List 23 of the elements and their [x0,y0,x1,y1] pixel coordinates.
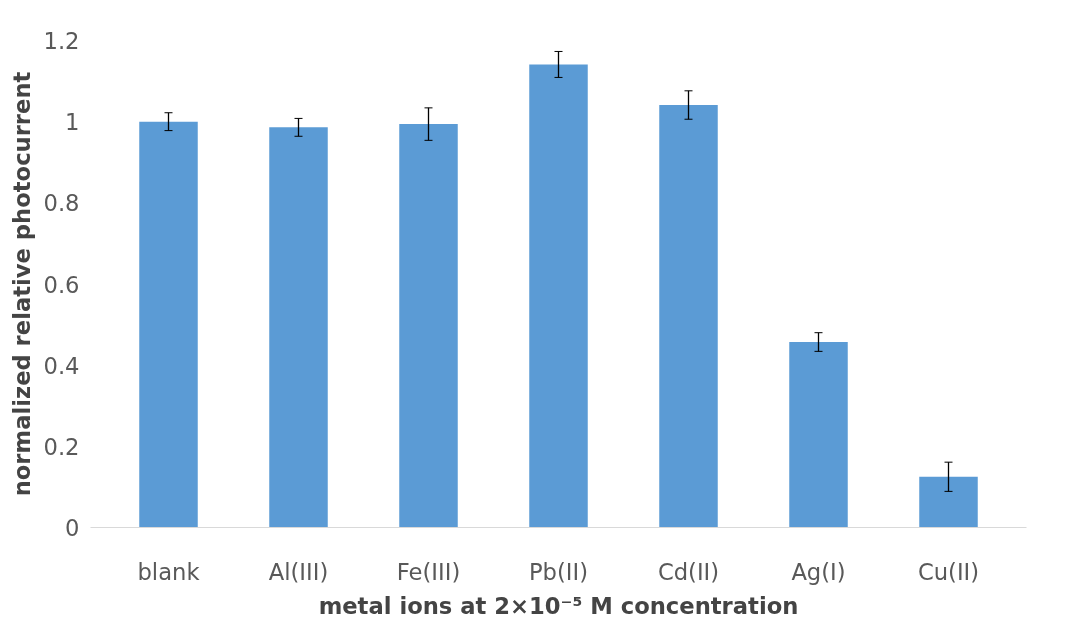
x-axis-title: metal ions at 2×10⁻⁵ M concentration [318,592,799,619]
x-tick-label: Pb(II) [528,558,589,585]
x-tick-label: blank [137,558,201,585]
y-tick-label: 0.6 [43,271,80,298]
bar [529,64,588,528]
bar [789,342,848,528]
y-tick-label: 0.4 [43,352,80,379]
x-tick-label: Al(III) [268,558,329,585]
x-tick-label: Cu(II) [917,558,980,585]
y-tick-label: 0.2 [43,433,80,460]
y-tick-label: 0.8 [43,190,80,217]
bar [399,124,458,528]
y-tick-label: 0 [65,515,80,541]
y-tick-label: 1 [65,109,80,136]
x-tick-label: Cd(II) [657,558,720,585]
y-axis-title: normalized relative photocurrent [9,71,36,497]
bar [919,476,978,528]
y-tick-label: 1.2 [43,28,80,54]
x-tick-label: Ag(I) [791,558,846,585]
bar [139,121,198,528]
bar [659,105,718,528]
x-tick-label: Fe(III) [396,558,461,585]
bar [269,127,328,528]
